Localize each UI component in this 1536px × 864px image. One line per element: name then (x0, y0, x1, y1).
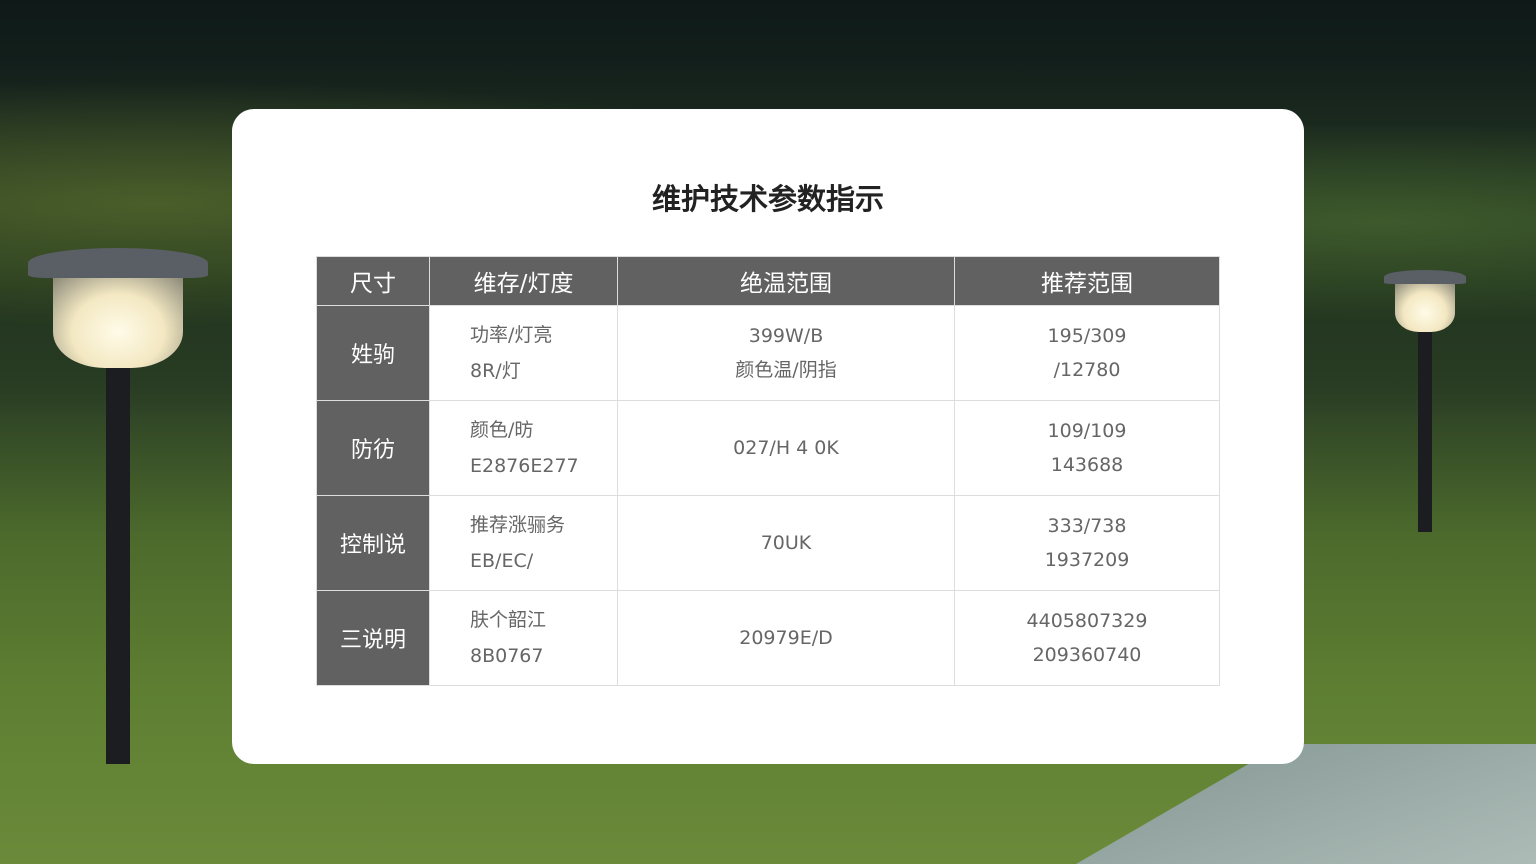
table-cell: 功率/灯亮 8R/灯 (429, 305, 618, 401)
table-cell: 333/738 1937209 (954, 495, 1220, 591)
table-cell: 推荐涨骊务 EB/EC/ (429, 495, 618, 591)
table-cell: 20979E/D (617, 590, 955, 686)
garden-lamp-left (28, 248, 208, 764)
cell-text: 8B0767 (470, 645, 544, 667)
column-header: 维存/灯度 (429, 256, 618, 306)
table-cell: 颜色/昉 E2876E277 (429, 400, 618, 496)
table-cell: 4405807329 209360740 (954, 590, 1220, 686)
cell-text: 143688 (1050, 454, 1124, 476)
table-row: 防彷 颜色/昉 E2876E277 027/H 4 0K 109/109 143688 (316, 400, 1220, 496)
table-cell: 195/309/12780 (954, 305, 1220, 401)
page-title: 维护技术参数指示 (651, 182, 884, 216)
column-header: 推荐范围 (954, 256, 1220, 306)
cell-text: E2876E277 (470, 455, 579, 477)
column-header: 尺寸 (316, 256, 430, 306)
cell-text: 195/309 (1047, 325, 1127, 347)
table-cell: 防彷 (316, 400, 430, 496)
cell-text: 333/738 (1047, 515, 1127, 537)
cell-text: EB/EC/ (470, 550, 534, 572)
cell-text: 4405807329 (1026, 610, 1148, 632)
cell-text: /12780 (1053, 359, 1121, 381)
cell-text: 20979E/D (739, 627, 833, 649)
table-cell: 控制说 (316, 495, 430, 591)
cell-text: 70UK (760, 532, 812, 554)
cell-text: 399W/B (748, 325, 824, 347)
table-cell: 399W/B 颜色温/阴指 (617, 305, 955, 401)
parameter-table: 尺寸 维存/灯度 绝温范围 推荐范围 姓驹 功率/灯亮 8R/灯 399W/B 颜色温/… (316, 256, 1220, 686)
table-cell: 三说明 (316, 590, 430, 686)
column-header: 绝温范围 (617, 256, 955, 306)
table-cell: 70UK (617, 495, 955, 591)
table-cell: 109/109 143688 (954, 400, 1220, 496)
table-row: 姓驹 功率/灯亮 8R/灯 399W/B 颜色温/阴指 195/309/12780 (316, 305, 1220, 401)
cell-text: 功率/灯亮 (470, 324, 553, 346)
cell-text: 209360740 (1032, 644, 1142, 666)
cell-text: 8R/灯 (470, 360, 521, 382)
cell-text: 027/H 4 0K (733, 437, 839, 459)
table-row: 控制说 推荐涨骊务 EB/EC/70UK 333/738 1937209 (316, 495, 1220, 591)
table-cell: 姓驹 (316, 305, 430, 401)
table-row: 三说明 肤个韶江 8B0767 20979E/D 4405807329 209360740 (316, 590, 1220, 686)
cell-text: 颜色温/阴指 (735, 359, 837, 381)
cell-text: 肤个韶江 (470, 609, 547, 631)
cell-text: 颜色/昉 (470, 419, 534, 441)
cell-text: 109/109 (1047, 420, 1127, 442)
table-cell: 027/H 4 0K (617, 400, 955, 496)
cell-text: 1937209 (1044, 549, 1130, 571)
garden-lamp-right (1384, 270, 1466, 532)
table-cell: 肤个韶江 8B0767 (429, 590, 618, 686)
cell-text: 推荐涨骊务 (470, 514, 566, 536)
